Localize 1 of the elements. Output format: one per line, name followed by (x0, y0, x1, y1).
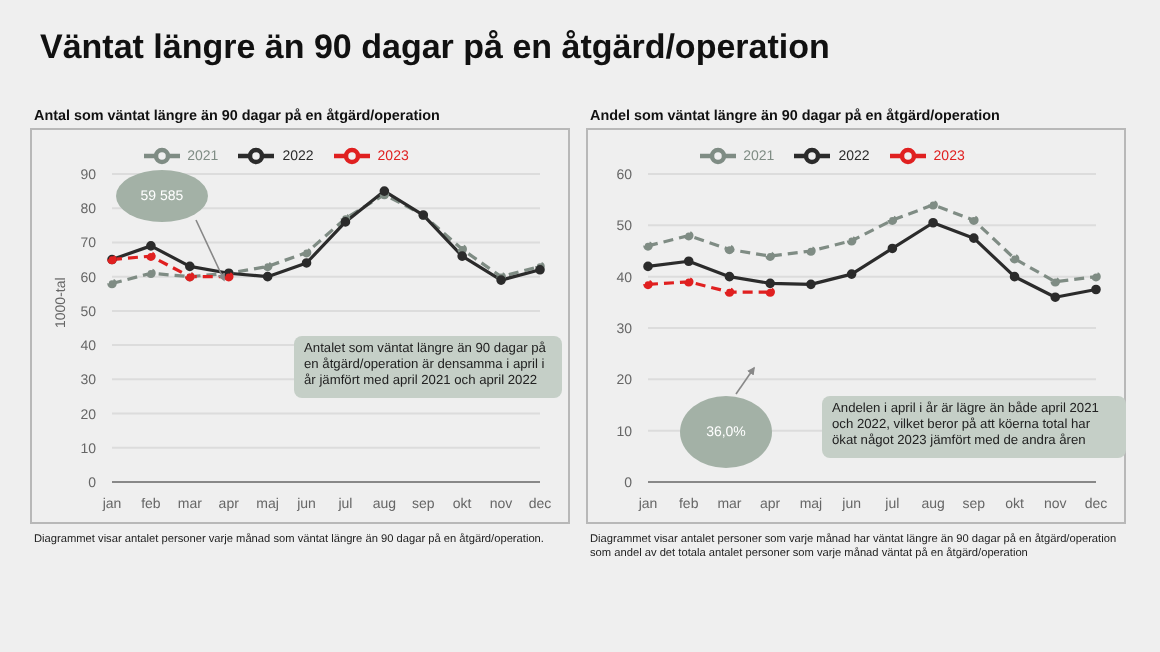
chart-title: Väntat längre än 90 dagar på en åtgärd/operation (40, 28, 830, 68)
